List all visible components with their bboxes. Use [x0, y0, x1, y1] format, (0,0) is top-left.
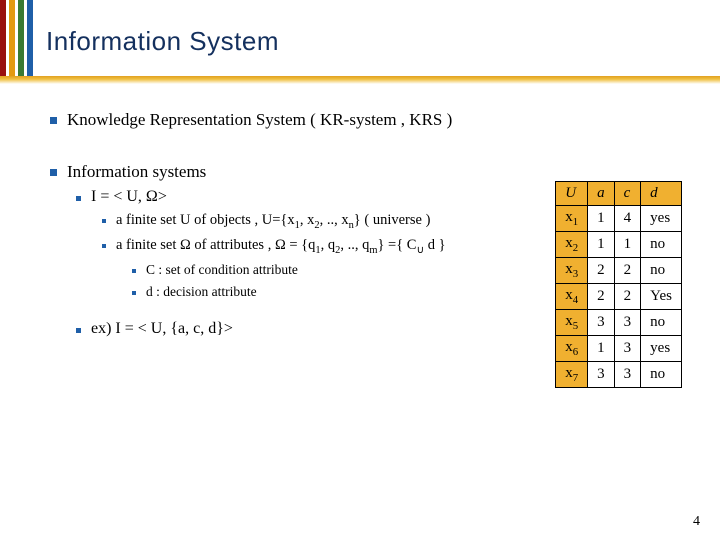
bullet-icon — [76, 328, 81, 333]
bullet-icon — [76, 196, 81, 201]
table-header: U — [556, 182, 588, 206]
table-cell: 3 — [614, 310, 641, 336]
table-cell: x2 — [556, 232, 588, 258]
bullet-is: Information systems — [50, 162, 690, 182]
slide-title: Information System — [46, 26, 279, 57]
table-cell: x5 — [556, 310, 588, 336]
table-cell: 2 — [614, 284, 641, 310]
table-cell: 3 — [614, 336, 641, 362]
table-cell: no — [641, 362, 682, 388]
header-underline — [0, 76, 720, 84]
table-cell: Yes — [641, 284, 682, 310]
bullet-text: C : set of condition attribute — [146, 262, 298, 278]
table-header: d — [641, 182, 682, 206]
bullet-icon — [102, 219, 106, 223]
bullet-icon — [50, 117, 57, 124]
table-cell: x4 — [556, 284, 588, 310]
table-row: x322no — [556, 258, 682, 284]
table-cell: 1 — [588, 336, 615, 362]
bullet-krs: Knowledge Representation System ( KR-sys… — [50, 110, 690, 130]
bullet-text: I = < U, Ω> — [91, 188, 167, 206]
table-cell: no — [641, 310, 682, 336]
table-cell: 2 — [614, 258, 641, 284]
data-table-wrap: Uacdx114yesx211nox322nox422Yesx533nox613… — [555, 181, 682, 388]
table-header: a — [588, 182, 615, 206]
bullet-icon — [132, 269, 136, 273]
header-stripes — [0, 0, 33, 76]
table-cell: 3 — [614, 362, 641, 388]
table-cell: 2 — [588, 284, 615, 310]
bullet-text: Information systems — [67, 162, 206, 182]
table-row: x613yes — [556, 336, 682, 362]
table-cell: no — [641, 258, 682, 284]
table-cell: x1 — [556, 206, 588, 232]
table-cell: 1 — [614, 232, 641, 258]
table-cell: 3 — [588, 310, 615, 336]
table-cell: x7 — [556, 362, 588, 388]
table-row: x422Yes — [556, 284, 682, 310]
table-cell: 1 — [588, 206, 615, 232]
table-row: x533no — [556, 310, 682, 336]
table-cell: x6 — [556, 336, 588, 362]
table-cell: 4 — [614, 206, 641, 232]
table-cell: 3 — [588, 362, 615, 388]
table-cell: x3 — [556, 258, 588, 284]
table-cell: 2 — [588, 258, 615, 284]
bullet-text: d : decision attribute — [146, 284, 257, 300]
table-header: c — [614, 182, 641, 206]
bullet-icon — [102, 244, 106, 248]
table-cell: yes — [641, 336, 682, 362]
table-cell: yes — [641, 206, 682, 232]
bullet-text: a finite set U of objects , U={x1, x2, .… — [116, 212, 430, 231]
bullet-text: Knowledge Representation System ( KR-sys… — [67, 110, 452, 130]
table-cell: no — [641, 232, 682, 258]
bullet-text: a finite set Ω of attributes , Ω = {q1, … — [116, 237, 446, 256]
page-number: 4 — [693, 514, 700, 530]
table-row: x114yes — [556, 206, 682, 232]
table-row: x211no — [556, 232, 682, 258]
bullet-icon — [50, 169, 57, 176]
data-table: Uacdx114yesx211nox322nox422Yesx533nox613… — [555, 181, 682, 388]
table-row: x733no — [556, 362, 682, 388]
bullet-text: ex) I = < U, {a, c, d}> — [91, 320, 233, 338]
table-cell: 1 — [588, 232, 615, 258]
bullet-icon — [132, 291, 136, 295]
